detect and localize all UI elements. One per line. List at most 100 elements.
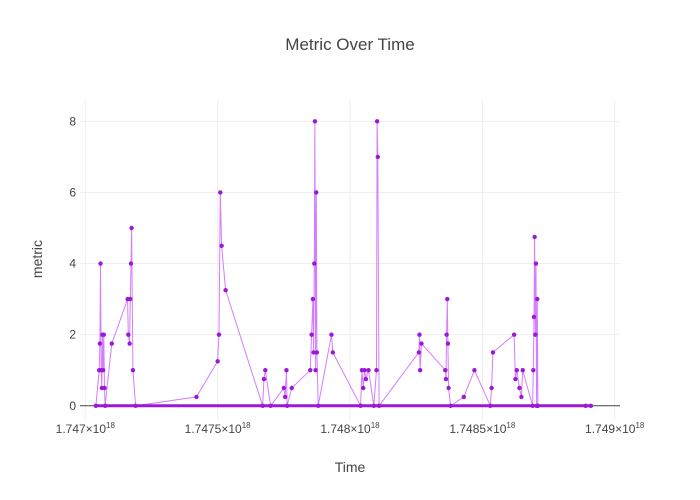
data-point[interactable] [443,376,449,382]
data-point[interactable] [374,368,379,373]
data-point[interactable] [329,332,334,337]
data-point[interactable] [284,403,290,408]
data-point[interactable] [316,403,321,408]
data-point[interactable] [444,332,449,337]
y-axis-ticks: 0 2 4 6 8 [69,114,76,412]
data-point[interactable] [445,296,450,302]
data-point[interactable] [268,403,273,408]
data-point[interactable] [314,350,320,355]
data-point[interactable] [588,403,594,408]
data-point[interactable] [535,403,541,408]
x-tick-label: 1.749×1018 [585,421,645,436]
y-tick-label: 0 [69,399,76,413]
x-axis-ticks: 1.747×1018 1.7475×1018 1.748×1018 1.7485×10… [56,421,645,436]
data-point[interactable] [194,394,199,400]
data-point[interactable] [419,341,424,346]
data-point[interactable] [284,368,289,373]
data-point[interactable] [445,341,451,346]
data-point[interactable] [129,225,134,231]
x-tick-label: 1.747×1018 [56,421,116,436]
data-point[interactable] [517,385,522,391]
data-point[interactable] [443,368,448,373]
data-point[interactable] [358,403,363,408]
data-point[interactable] [100,368,106,373]
y-tick-label: 6 [69,185,76,199]
data-point[interactable] [97,341,103,346]
data-point[interactable] [533,332,538,337]
data-point[interactable] [374,119,380,124]
y-tick-label: 8 [69,114,76,128]
data-point[interactable] [102,403,108,408]
data-point[interactable] [361,385,366,391]
data-point[interactable] [128,296,133,302]
y-tick-label: 4 [69,257,76,271]
data-point[interactable] [130,368,136,373]
data-point[interactable] [330,350,335,355]
data-point[interactable] [520,368,525,373]
data-point[interactable] [128,261,134,266]
data-point[interactable] [215,359,220,364]
data-point[interactable] [472,368,477,373]
data-point[interactable] [216,332,222,337]
data-point[interactable] [513,376,518,382]
x-axis-title: Time [335,459,366,475]
data-point[interactable] [310,296,316,302]
x-tick-label: 1.7475×1018 [185,421,252,436]
data-point[interactable] [282,394,288,400]
data-point[interactable] [314,190,319,195]
data-point[interactable] [127,341,132,346]
data-point[interactable] [366,368,371,373]
data-point[interactable] [281,385,287,391]
data-point[interactable] [489,385,494,391]
data-point[interactable] [93,403,99,408]
data-point[interactable] [218,190,223,195]
data-point[interactable] [535,296,540,302]
data-point[interactable] [519,394,524,400]
data-point[interactable] [446,385,451,391]
data-point[interactable] [309,332,314,337]
data-point[interactable] [133,403,138,408]
data-point[interactable] [263,368,268,373]
data-point[interactable] [533,261,539,266]
data-point[interactable] [417,332,422,337]
data-point[interactable] [530,403,535,408]
data-point[interactable] [101,332,107,337]
data-point[interactable] [417,368,423,373]
data-point[interactable] [362,368,367,373]
data-point[interactable] [511,332,517,337]
data-point[interactable] [109,341,114,346]
data-point[interactable] [312,119,318,124]
data-point[interactable] [219,243,224,248]
data-point[interactable] [126,332,131,337]
data-point[interactable] [375,154,380,160]
data-point[interactable] [583,403,588,408]
data-point[interactable] [448,403,453,408]
data-point[interactable] [488,403,493,408]
data-point[interactable] [416,350,422,355]
data-point[interactable] [308,368,313,373]
series-layer [93,119,594,408]
chart-title: Metric Over Time [285,35,414,54]
data-point[interactable] [260,403,265,408]
data-point[interactable] [313,368,318,373]
data-point[interactable] [514,368,519,373]
data-point[interactable] [371,403,377,408]
data-point[interactable] [289,385,294,391]
data-point[interactable] [102,385,107,391]
data-point[interactable] [261,376,267,382]
x-tick-label: 1.748×1018 [320,421,380,436]
data-point[interactable] [461,394,467,400]
data-point[interactable] [311,350,316,355]
data-point[interactable] [490,350,496,355]
data-point[interactable] [376,403,382,408]
data-point[interactable] [531,368,536,373]
data-point[interactable] [312,261,317,266]
data-point[interactable] [363,376,369,382]
data-point[interactable] [98,261,103,266]
data-point[interactable] [223,288,228,293]
data-point[interactable] [531,314,537,320]
x-tick-label: 1.7485×1018 [449,421,516,436]
data-point[interactable] [532,234,537,240]
